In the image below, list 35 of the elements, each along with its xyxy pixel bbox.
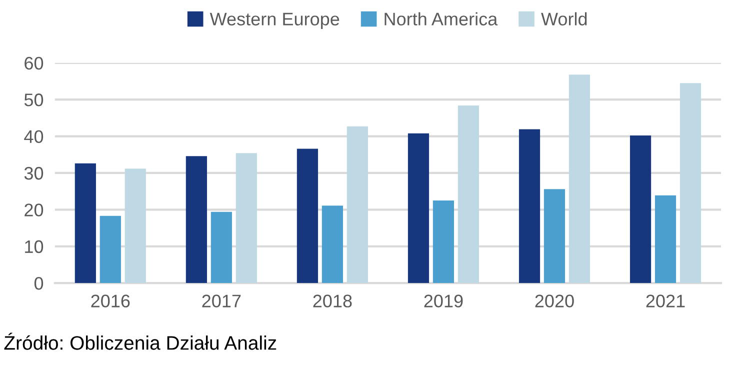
x-tick-label: 2020: [535, 294, 574, 308]
y-tick-label: 30: [24, 166, 44, 180]
x-tick-label: 2016: [91, 294, 130, 308]
bar: [100, 216, 121, 284]
bar: [124, 168, 146, 284]
legend-label: World: [541, 12, 587, 26]
y-tick-label: 60: [24, 56, 44, 70]
y-tick-label: 40: [24, 130, 44, 144]
legend-label: Western Europe: [210, 12, 340, 30]
x-tick-label: 2018: [313, 294, 352, 308]
legend-label: North America: [384, 12, 498, 26]
bar: [630, 136, 652, 284]
y-tick-label: 0: [34, 276, 44, 290]
bar: [346, 126, 368, 284]
x-tick-label: 2021: [646, 294, 685, 308]
bar: [210, 212, 232, 284]
bar: [74, 163, 96, 284]
bar: [408, 133, 430, 284]
y-tick-label: 20: [24, 204, 44, 216]
y-tick-label: 50: [24, 94, 44, 106]
bar: [322, 206, 343, 284]
bar: [654, 195, 676, 284]
bar: [680, 83, 702, 284]
x-tick-label: 2019: [424, 294, 463, 308]
bar: [296, 148, 318, 284]
y-tick-label: 10: [25, 240, 44, 254]
x-tick-label: 2017: [202, 294, 241, 308]
text: Źródło: Obliczenia Działu Analiz: [4, 332, 276, 350]
bar: [544, 189, 566, 284]
bar: [458, 105, 479, 284]
bar: [186, 156, 207, 284]
bar: [518, 129, 540, 284]
bar: [236, 153, 257, 284]
bar: [432, 200, 454, 284]
bar: [568, 74, 590, 284]
